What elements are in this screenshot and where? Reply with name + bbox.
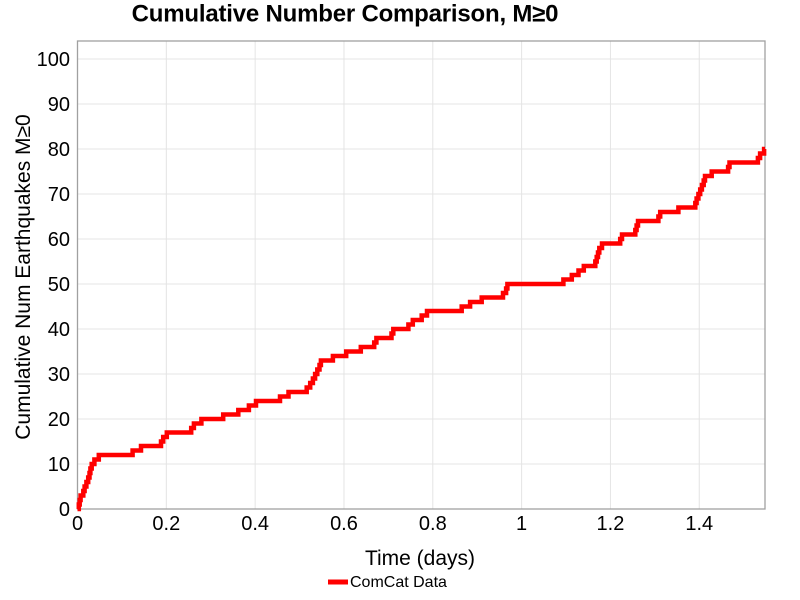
gridlines xyxy=(77,41,765,509)
y-tick-label: 30 xyxy=(48,364,70,386)
legend: ComCat Data xyxy=(328,574,447,591)
y-tick-label: 0 xyxy=(59,499,70,521)
x-tick-labels: 0 0.2 0.4 0.6 0.8 1 1.2 1.4 xyxy=(72,513,713,535)
y-tick-labels: 0 10 20 30 40 50 60 70 80 90 100 xyxy=(37,49,70,521)
x-tick-label: 1.4 xyxy=(685,513,713,535)
y-tick-label: 50 xyxy=(48,274,70,296)
x-tick-label: 0.2 xyxy=(152,513,180,535)
y-tick-label: 20 xyxy=(48,409,70,431)
y-tick-label: 70 xyxy=(48,184,70,206)
x-tick-label: 1 xyxy=(516,513,527,535)
y-axis-label: Cumulative Num Earthquakes M≥0 xyxy=(12,114,35,440)
y-tick-label: 60 xyxy=(48,229,70,251)
y-tick-label: 80 xyxy=(48,139,70,161)
legend-label: ComCat Data xyxy=(350,574,447,591)
comcat-data-step-line xyxy=(76,146,767,512)
x-tick-label: 0 xyxy=(72,513,83,535)
x-axis-label: Time (days) xyxy=(365,547,475,570)
y-tick-label: 40 xyxy=(48,319,70,341)
x-tick-label: 0.4 xyxy=(241,513,269,535)
x-tick-label: 0.6 xyxy=(330,513,358,535)
plot-frame xyxy=(76,40,766,510)
y-tick-label: 100 xyxy=(37,49,70,71)
chart-title: Cumulative Number Comparison, M≥0 xyxy=(132,1,559,28)
x-tick-label: 1.2 xyxy=(597,513,625,535)
y-tick-label: 90 xyxy=(48,94,70,116)
y-tick-label: 10 xyxy=(48,454,70,476)
x-tick-label: 0.8 xyxy=(419,513,447,535)
